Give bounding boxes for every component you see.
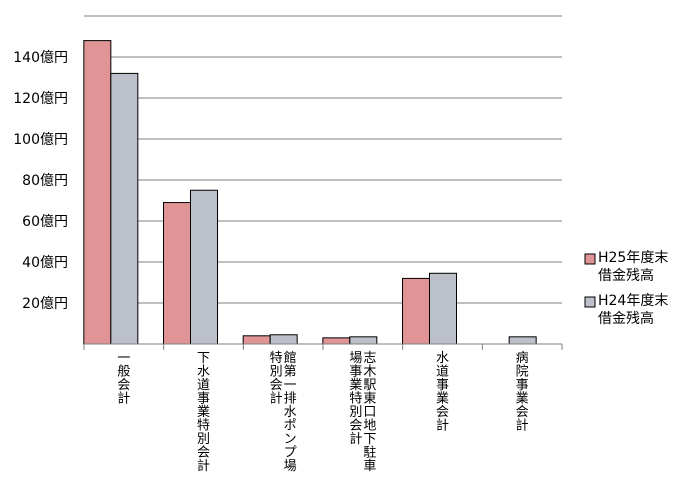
y-axis-tick-labels: 20億円 40億円 60億円 80億円 100億円 120億円 140億円 [13,50,68,312]
legend-swatch [584,296,596,308]
bar [508,336,537,345]
y-tick-label: 140億円 [13,50,68,66]
legend-label: H24年度末 [598,293,668,309]
category-label-text: 特別会計 [270,351,283,407]
bars [83,40,537,345]
y-tick-label: 60億円 [22,214,68,230]
category-label-text: 水道事業会計 [436,351,449,434]
gridlines [84,15,562,304]
category-label: 病院事業会計 [516,351,529,434]
category-label-text: 一般会計 [117,351,130,407]
bar [110,72,139,345]
category-label-text: 場事業特別会計 [349,351,362,447]
y-tick-label: 100億円 [13,132,68,148]
bar [322,337,351,345]
y-tick-label: 80億円 [22,173,68,189]
legend-swatch [584,253,596,265]
bar [190,189,218,345]
y-tick-label: 20億円 [22,296,68,312]
category-label-text: 館第一排水ポンプ場 [284,351,297,474]
bar [242,335,271,345]
category-label: 下水道事業特別会計 [197,351,210,474]
category-label: 水道事業会計 [436,351,449,434]
x-axis [83,343,563,350]
category-label: 一般会計 [117,351,130,407]
category-label-text: 下水道事業特別会計 [197,351,210,474]
bar [269,334,298,345]
category-label-text: 志木駅東口地下駐車 [363,351,376,474]
bar [402,277,430,345]
category-label-text: 病院事業会計 [516,351,529,434]
legend-label: H25年度末 [598,250,668,266]
bar [163,202,191,345]
legend-label: 借金残高 [598,310,654,327]
bar [349,336,378,345]
bar [83,40,112,345]
legend-label: 借金残高 [598,267,654,284]
bar [429,272,457,345]
y-tick-label: 40億円 [22,255,68,271]
y-tick-label: 120億円 [13,91,68,107]
